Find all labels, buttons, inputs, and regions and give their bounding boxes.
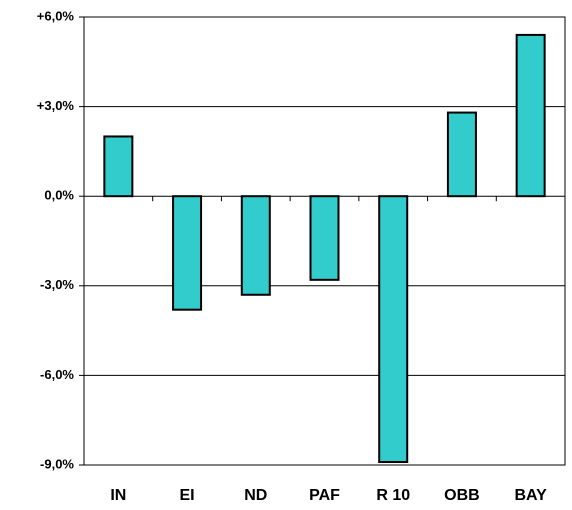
x-tick-label: BAY [514,487,547,504]
bar [172,195,203,311]
y-tick-label: 0,0% [44,188,74,203]
y-tick-label: +3,0% [37,98,75,113]
x-tick-label: EI [180,487,195,504]
y-tick-label: -6,0% [40,367,74,382]
bar [515,33,546,198]
bar [446,111,477,198]
bar [240,195,271,296]
y-tick-label: +6,0% [37,8,75,23]
x-tick-label: ND [244,487,267,504]
bar [103,135,134,198]
y-tick-label: -9,0% [40,456,74,471]
plot-frame [83,16,566,466]
x-tick-label: R 10 [376,487,410,504]
bar [378,195,409,464]
bar [309,195,340,281]
x-tick-label: OBB [444,487,480,504]
x-tick-label: IN [110,487,126,504]
y-tick-label: -3,0% [40,277,74,292]
x-tick-label: PAF [309,487,340,504]
